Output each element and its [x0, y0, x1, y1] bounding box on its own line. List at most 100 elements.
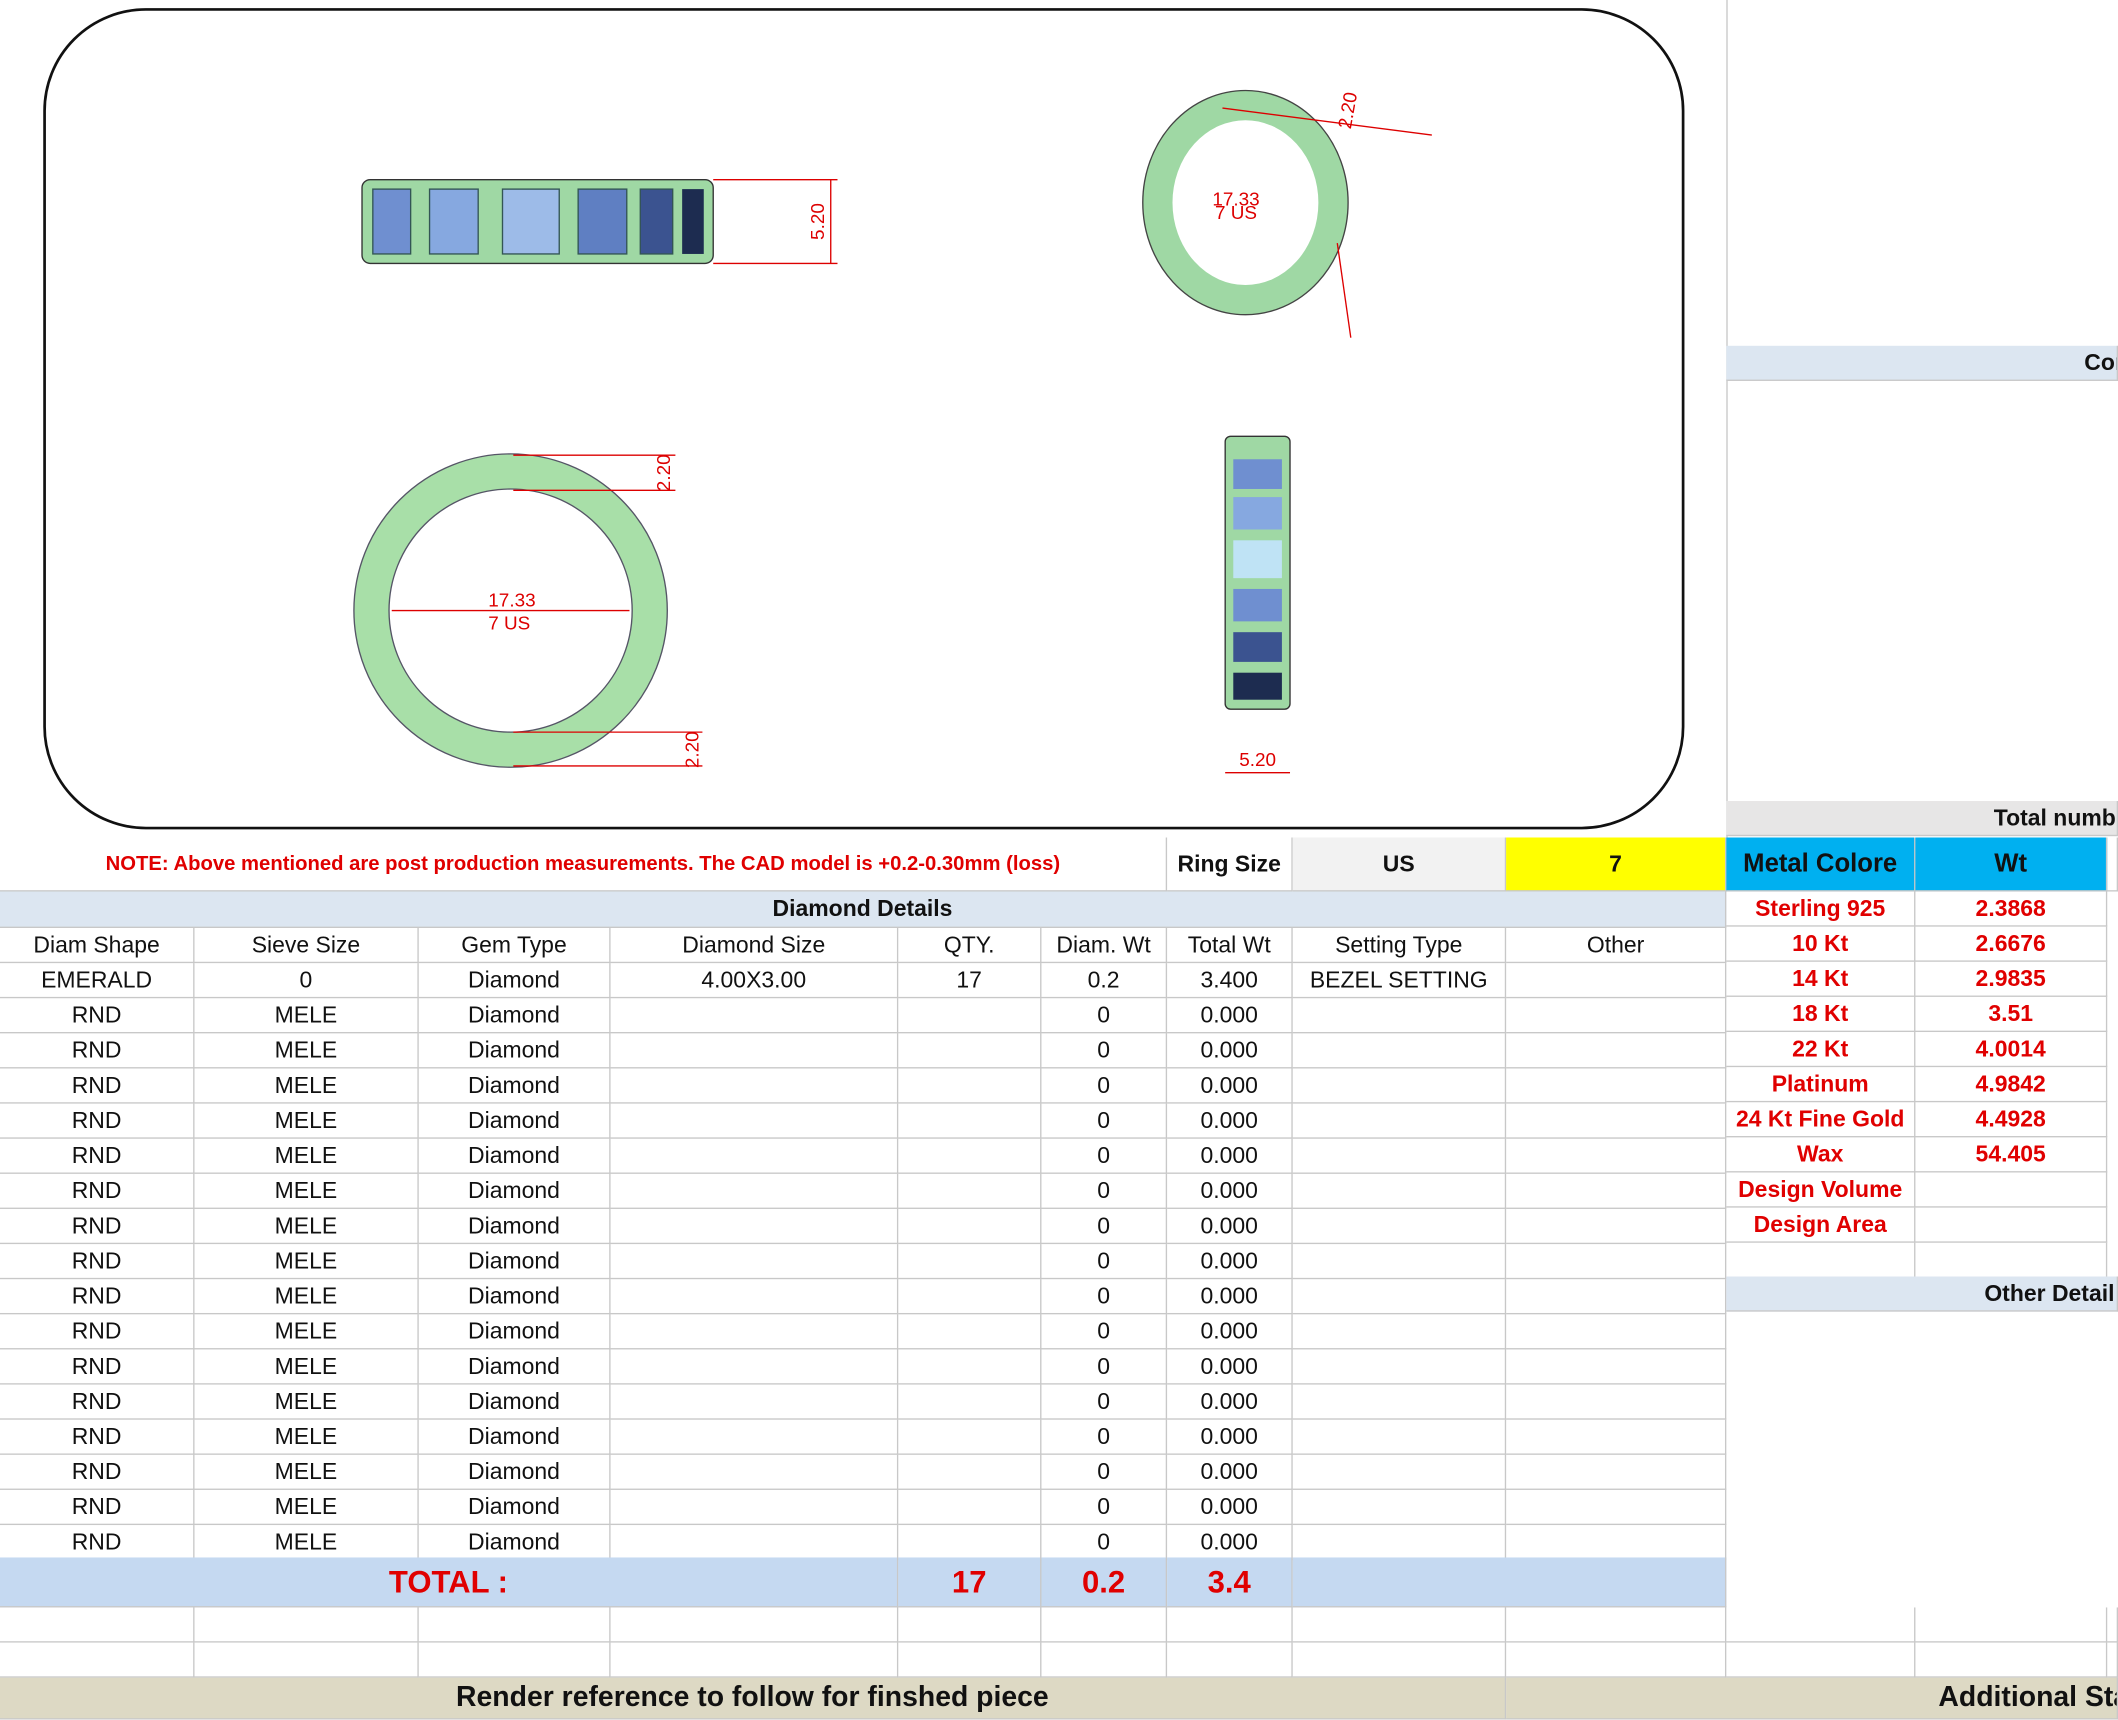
metal-cell: 22 Kt — [1726, 1032, 1916, 1068]
table-cell — [1292, 1068, 1507, 1104]
empty-cell — [898, 1607, 1042, 1643]
table-cell: RND — [0, 1384, 195, 1420]
footer-additional: Additional Sta — [1506, 1677, 2118, 1720]
table-cell — [1506, 1525, 1727, 1561]
total-wt: 3.4 — [1167, 1557, 1293, 1608]
table-cell: Diamond — [418, 1454, 611, 1490]
table-cell: 4.00X3.00 — [610, 963, 899, 999]
table-cell — [610, 1244, 899, 1280]
empty-cell — [1041, 1642, 1168, 1678]
empty-cell — [1167, 1607, 1293, 1643]
empty-cell — [1292, 1607, 1507, 1643]
table-cell — [898, 1138, 1042, 1174]
table-cell: MELE — [194, 1173, 419, 1209]
cad-drawing: 5.20 17.33 7 US 2.20 17.33 7 US 2.20 2.2… — [43, 8, 1685, 830]
ring-size-unit: US — [1292, 837, 1507, 892]
table-cell — [610, 998, 899, 1034]
dimension-label: 17.33 — [488, 591, 535, 612]
table-cell — [610, 1173, 899, 1209]
table-cell: Diamond — [418, 963, 611, 999]
table-cell: RND — [0, 1208, 195, 1245]
table-cell — [610, 1103, 899, 1139]
column-header: Diam Shape — [0, 927, 195, 964]
table-cell — [610, 1349, 899, 1385]
table-cell: 0 — [1041, 1103, 1168, 1139]
table-cell: RND — [0, 1033, 195, 1069]
table-cell: RND — [0, 1314, 195, 1350]
table-cell: 0 — [1041, 1525, 1168, 1561]
table-cell — [610, 1489, 899, 1526]
empty-cell — [610, 1642, 899, 1678]
table-cell: 0 — [1041, 1138, 1168, 1174]
table-cell — [898, 1525, 1042, 1561]
perspective-view: 17.33 7 US 2.20 — [1142, 89, 1432, 338]
table-cell: 0 — [1041, 1384, 1168, 1420]
table-cell — [610, 1068, 899, 1104]
table-cell — [898, 1173, 1042, 1209]
table-cell — [1292, 1489, 1507, 1526]
column-header: QTY. — [898, 927, 1042, 964]
empty-cell — [1292, 1642, 1507, 1678]
empty-cell — [2107, 1642, 2118, 1678]
metal-cell: 4.0014 — [1915, 1032, 2108, 1068]
table-cell: RND — [0, 1279, 195, 1315]
metal-cell: 4.9842 — [1915, 1067, 2108, 1103]
table-cell: Diamond — [418, 1384, 611, 1420]
table-cell — [898, 1244, 1042, 1280]
table-cell: 0.000 — [1167, 1314, 1293, 1350]
table-cell: RND — [0, 1419, 195, 1455]
metal-cell: 2.6676 — [1915, 926, 2108, 962]
table-cell: RND — [0, 1173, 195, 1209]
total-qty: 17 — [898, 1557, 1042, 1608]
table-cell: 0.000 — [1167, 1525, 1293, 1561]
metal-cell: 10 Kt — [1726, 926, 1916, 962]
table-cell — [1292, 998, 1507, 1034]
metal-header: Wt — [1915, 837, 2108, 892]
table-cell: 17 — [898, 963, 1042, 999]
metal-cell: 2.9835 — [1915, 961, 2108, 997]
table-cell — [610, 1525, 899, 1561]
table-cell — [1292, 1279, 1507, 1315]
table-cell: 0.000 — [1167, 1349, 1293, 1385]
table-cell — [610, 1454, 899, 1490]
table-cell — [1506, 1244, 1727, 1280]
table-cell — [1506, 1349, 1727, 1385]
empty-cell — [418, 1642, 611, 1678]
table-cell: 3.400 — [1167, 963, 1293, 999]
table-cell: 0 — [1041, 1279, 1168, 1315]
table-cell: Diamond — [418, 998, 611, 1034]
note: NOTE: Above mentioned are post productio… — [0, 837, 1168, 892]
empty-cell — [1726, 1642, 1916, 1678]
section-title: Diamond Details — [0, 891, 1727, 928]
table-cell: Diamond — [418, 1279, 611, 1315]
table-cell — [1292, 1033, 1507, 1069]
dimension-label: 5.20 — [1239, 750, 1276, 771]
table-cell: MELE — [194, 1208, 419, 1245]
empty-cell — [194, 1607, 419, 1643]
table-cell: 0.000 — [1167, 1279, 1293, 1315]
table-cell: RND — [0, 1349, 195, 1385]
table-cell: 0.2 — [1041, 963, 1168, 999]
metal-cell — [1915, 1207, 2108, 1243]
front-view: 17.33 7 US 2.20 2.20 — [353, 453, 703, 768]
table-cell: Diamond — [418, 1489, 611, 1526]
table-cell — [1506, 1279, 1727, 1315]
table-cell — [1506, 1103, 1727, 1139]
dimension-label: 5.20 — [808, 203, 829, 240]
table-cell — [1506, 963, 1727, 999]
footer-note: Render reference to follow for finshed p… — [0, 1677, 1507, 1720]
table-cell: RND — [0, 1068, 195, 1104]
column-header: Gem Type — [418, 927, 611, 964]
table-cell: MELE — [194, 1489, 419, 1526]
table-cell: RND — [0, 1525, 195, 1561]
dimension-label: 17.33 — [1212, 189, 1259, 210]
metal-cell: Sterling 925 — [1726, 891, 1916, 927]
table-cell: EMERALD — [0, 963, 195, 999]
metal-cell: 24 Kt Fine Gold — [1726, 1102, 1916, 1138]
table-cell: 0 — [1041, 1068, 1168, 1104]
table-cell — [1506, 1314, 1727, 1350]
table-cell — [898, 1314, 1042, 1350]
table-cell: 0 — [1041, 1314, 1168, 1350]
